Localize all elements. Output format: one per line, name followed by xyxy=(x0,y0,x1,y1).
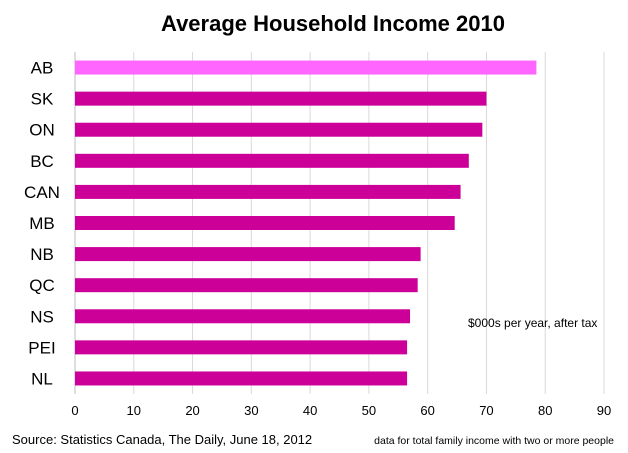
category-label-qc: QC xyxy=(29,276,55,295)
category-label-mb: MB xyxy=(29,214,55,233)
category-labels: AB SK ON BC CAN MB NB QC NS PEI NL xyxy=(24,59,60,389)
bar-nb xyxy=(75,247,421,262)
units-annotation: $000s per year, after tax xyxy=(468,316,597,330)
x-tick-label: 60 xyxy=(420,403,434,418)
x-tick-label: 90 xyxy=(597,403,611,418)
category-label-sk: SK xyxy=(31,90,54,109)
x-tick-label: 70 xyxy=(479,403,493,418)
source-note: Source: Statistics Canada, The Daily, Ju… xyxy=(12,432,313,447)
category-label-pei: PEI xyxy=(28,338,55,357)
category-label-on: ON xyxy=(29,121,55,140)
bar-ab xyxy=(75,60,537,75)
bar-sk xyxy=(75,91,487,106)
bar-nl xyxy=(75,371,408,386)
category-label-nb: NB xyxy=(30,245,54,264)
x-tick-label: 0 xyxy=(71,403,78,418)
category-label-ns: NS xyxy=(30,307,54,326)
bar-pei xyxy=(75,340,408,355)
bar-can xyxy=(75,184,461,199)
bar-ns xyxy=(75,309,411,324)
x-tick-label: 30 xyxy=(244,403,258,418)
bar-on xyxy=(75,122,483,137)
bar-qc xyxy=(75,278,418,293)
x-tick-label: 40 xyxy=(303,403,317,418)
category-label-bc: BC xyxy=(30,152,54,171)
bar-bc xyxy=(75,153,469,168)
bars xyxy=(75,60,537,386)
category-label-can: CAN xyxy=(24,183,60,202)
data-note: data for total family income with two or… xyxy=(374,435,614,447)
chart-title: Average Household Income 2010 xyxy=(161,11,505,36)
x-tick-label: 50 xyxy=(362,403,376,418)
x-tick-label: 20 xyxy=(185,403,199,418)
x-tick-label: 80 xyxy=(538,403,552,418)
x-tick-label: 10 xyxy=(127,403,141,418)
category-label-nl: NL xyxy=(31,369,53,388)
bar-mb xyxy=(75,216,455,230)
category-label-ab: AB xyxy=(31,59,54,78)
x-tick-labels: 0 10 20 30 40 50 60 70 80 90 xyxy=(71,403,611,418)
